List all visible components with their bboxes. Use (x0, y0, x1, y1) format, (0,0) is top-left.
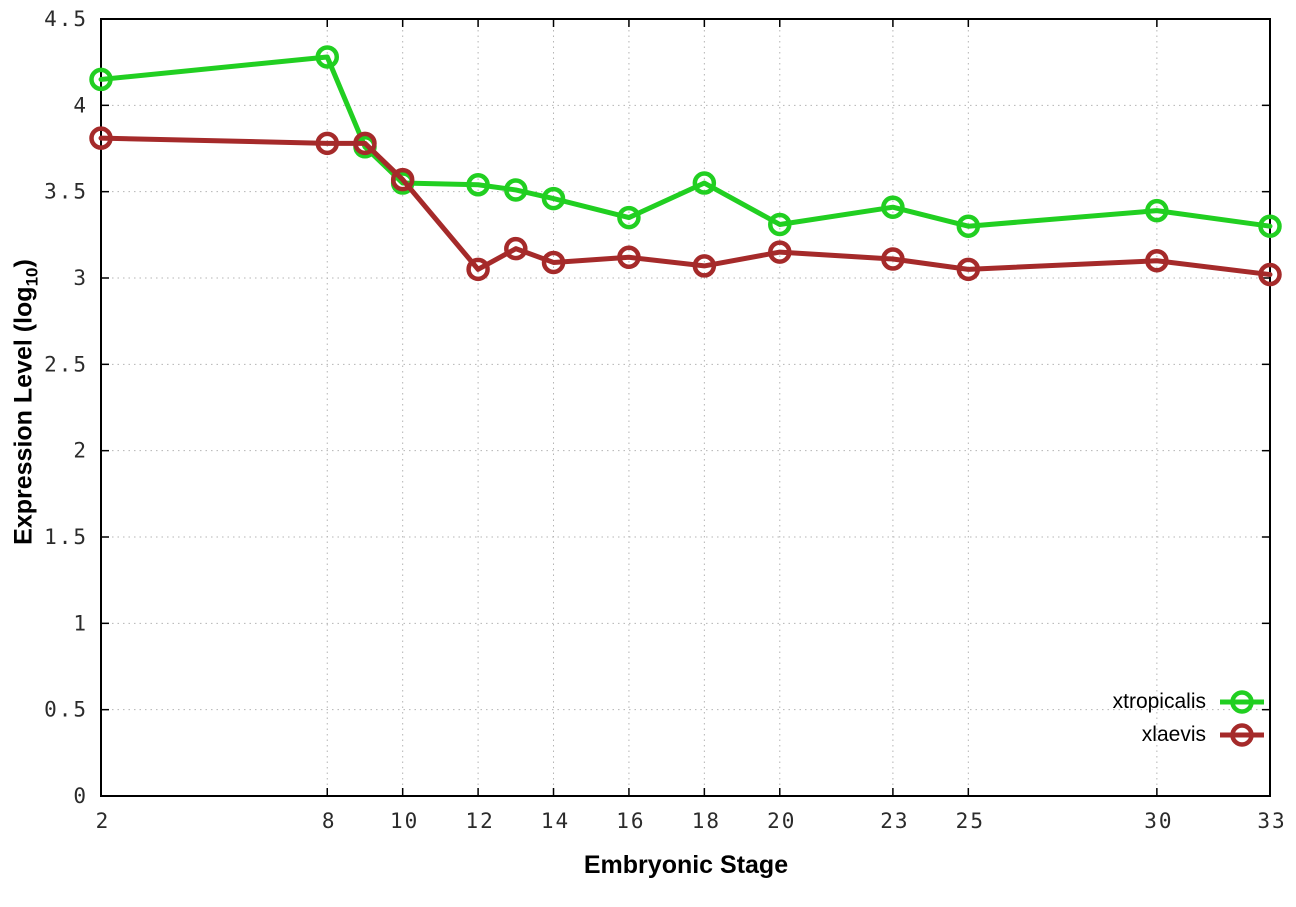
x-tick-label: 20 (767, 809, 796, 833)
data-point-marker-xtropicalis (504, 178, 528, 202)
y-axis-title-subscript: 10 (22, 267, 42, 287)
data-point-marker-xlaevis (504, 236, 528, 261)
y-tick-label: 0 (73, 784, 88, 808)
x-tick-label: 2 (96, 809, 111, 833)
data-point-marker-xtropicalis (466, 173, 490, 197)
data-point-marker-xlaevis (353, 131, 377, 156)
data-point-marker-xtropicalis (89, 67, 113, 92)
y-axis-title-text: Expression Level (log (9, 286, 38, 545)
data-point-marker-xtropicalis (617, 205, 641, 230)
data-point-marker-xtropicalis (1258, 214, 1282, 238)
y-axis-title: Expression Level (log10) (10, 259, 43, 545)
data-point-marker-xlaevis (617, 245, 641, 270)
data-point-marker-xlaevis (466, 257, 490, 282)
legend-label: xlaevis (1141, 722, 1206, 746)
x-tick-label: 8 (322, 809, 337, 833)
y-axis-title-suffix: ) (9, 259, 38, 268)
y-tick-label: 3 (73, 266, 88, 290)
y-tick-label: 3.5 (44, 180, 88, 204)
plot-border (100, 18, 1271, 797)
data-point-marker-xtropicalis (692, 171, 717, 195)
y-tick-label: 1 (73, 611, 88, 635)
y-tick-label: 2 (73, 439, 88, 463)
x-tick-label: 18 (692, 809, 721, 833)
data-point-marker-xtropicalis (956, 214, 981, 238)
x-tick-label: 10 (390, 809, 419, 833)
x-axis-title: Embryonic Stage (583, 851, 789, 879)
data-point-marker-xlaevis (390, 167, 415, 192)
data-point-marker-xlaevis (315, 131, 340, 156)
x-tick-label: 12 (465, 809, 494, 833)
y-tick-label: 0.5 (44, 698, 88, 722)
y-tick-label: 2.5 (44, 352, 88, 376)
legend-sample-shape (1230, 689, 1254, 714)
legend: xtropicalis xlaevis (1113, 686, 1266, 750)
legend-sample-shape (1230, 722, 1254, 747)
data-point-marker-xtropicalis (315, 45, 340, 69)
data-point-marker-xtropicalis (881, 195, 905, 219)
data-point-marker-xlaevis (1145, 248, 1169, 273)
data-point-marker-xtropicalis (1145, 198, 1169, 223)
data-point-marker-xlaevis (541, 250, 566, 275)
data-point-marker-xlaevis (881, 247, 905, 271)
legend-item-xlaevis: xlaevis (1113, 719, 1266, 750)
legend-item-xtropicalis: xtropicalis (1113, 686, 1266, 717)
x-tick-label: 23 (880, 809, 909, 833)
line-marker-sample-icon (1220, 722, 1264, 747)
series-line-xlaevis (98, 135, 1273, 278)
y-tick-label: 4 (73, 93, 88, 117)
legend-label: xtropicalis (1112, 689, 1206, 713)
y-tick-label: 1.5 (44, 525, 88, 549)
x-tick-label: 14 (541, 809, 570, 833)
data-point-marker-xtropicalis (541, 186, 566, 211)
data-point-marker-xlaevis (89, 126, 113, 150)
x-tick-label: 25 (956, 809, 985, 833)
data-point-marker-xlaevis (692, 254, 717, 278)
x-tick-label: 33 (1257, 809, 1286, 833)
line-marker-sample-icon (1220, 689, 1264, 714)
data-point-marker-xlaevis (768, 240, 792, 264)
x-tick-label: 30 (1144, 809, 1173, 833)
data-point-marker-xlaevis (1258, 262, 1282, 287)
y-tick-label: 4.5 (44, 7, 88, 31)
x-tick-label: 16 (616, 809, 645, 833)
data-point-marker-xtropicalis (768, 212, 792, 237)
data-point-marker-xlaevis (956, 257, 981, 282)
